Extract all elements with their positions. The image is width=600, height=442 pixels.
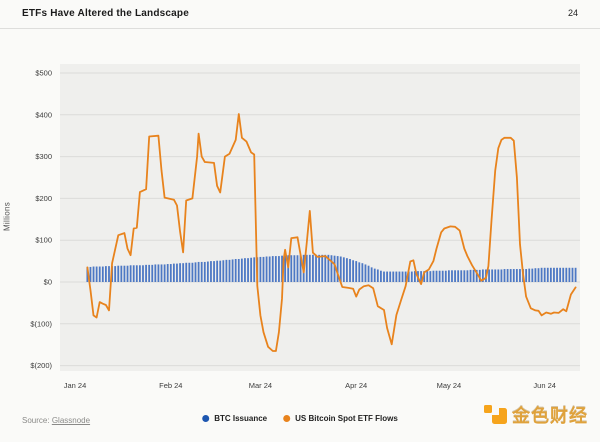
legend-label: BTC Issuance [214,414,268,423]
page-number: 24 [567,8,578,18]
page-title: ETFs Have Altered the Landscape [22,8,189,19]
legend-item-btc-issuance: BTC Issuance [202,414,267,423]
svg-text:$500: $500 [35,69,52,78]
legend-dot-blue-icon [202,415,210,422]
svg-text:$400: $400 [35,110,52,119]
legend-dot-orange-icon [283,415,291,422]
source-link[interactable]: Glassnode [51,416,91,425]
legend-label: US Bitcoin Spot ETF Flows [295,414,398,423]
svg-text:$200: $200 [35,194,52,203]
chart-legend: BTC Issuance US Bitcoin Spot ETF Flows [202,414,398,423]
svg-text:Mar 24: Mar 24 [249,381,272,390]
svg-text:$100: $100 [35,236,52,245]
y-axis-title: Millions [2,201,12,232]
source-note: Source: Glassnode [22,416,90,425]
header-divider [0,28,600,29]
source-label: Source: [22,416,50,425]
svg-text:May 24: May 24 [437,381,462,390]
svg-text:Apr 24: Apr 24 [345,381,367,390]
svg-text:$(200): $(200) [30,361,52,370]
svg-text:Jun 24: Jun 24 [533,381,556,390]
svg-text:Jan 24: Jan 24 [64,381,87,390]
brand-watermark: 金色财经 [484,402,588,428]
jinse-logo-icon [484,402,508,428]
chart-canvas: $500 $400 $300 $200 $100 $0 $(100) $(200) Jan 24… [30,64,580,390]
svg-text:$300: $300 [35,152,52,161]
legend-item-etf-flows: US Bitcoin Spot ETF Flows [283,414,398,423]
svg-text:$(100): $(100) [30,319,52,328]
svg-text:$0: $0 [44,278,52,287]
svg-text:Feb 24: Feb 24 [159,381,182,390]
brand-name: 金色财经 [512,406,588,426]
